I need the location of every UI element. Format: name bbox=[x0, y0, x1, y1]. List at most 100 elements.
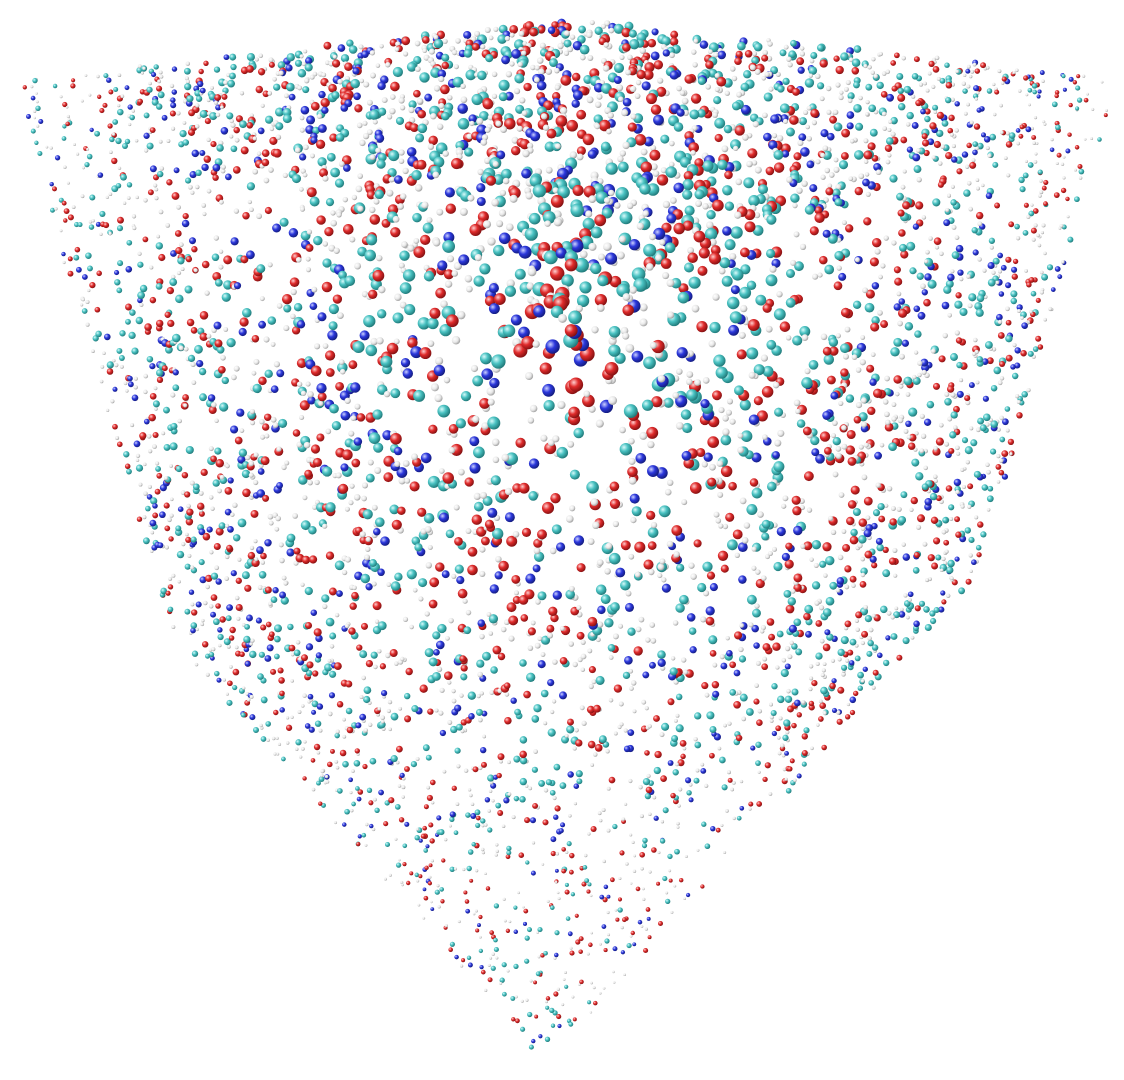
hydrogen-atom bbox=[534, 642, 541, 649]
oxygen-atom bbox=[184, 491, 191, 498]
hydrogen-atom bbox=[1062, 155, 1066, 159]
nitrogen-atom bbox=[210, 611, 217, 618]
carbon-atom bbox=[363, 315, 376, 328]
hydrogen-atom bbox=[835, 452, 842, 460]
hydrogen-atom bbox=[408, 106, 415, 114]
hydrogen-atom bbox=[844, 326, 851, 333]
hydrogen-atom bbox=[867, 64, 872, 70]
carbon-atom bbox=[30, 128, 36, 134]
nitrogen-atom bbox=[768, 140, 778, 150]
carbon-atom bbox=[550, 1023, 556, 1028]
hydrogen-atom bbox=[545, 68, 553, 75]
carbon-atom bbox=[77, 222, 83, 228]
hydrogen-atom bbox=[444, 924, 448, 928]
carbon-atom bbox=[369, 757, 377, 765]
hydrogen-atom bbox=[555, 852, 560, 856]
carbon-atom bbox=[858, 535, 867, 544]
carbon-atom bbox=[1022, 172, 1029, 179]
nitrogen-atom bbox=[317, 124, 327, 133]
oxygen-atom bbox=[67, 270, 74, 277]
hydrogen-atom bbox=[769, 714, 775, 720]
nitrogen-atom bbox=[441, 570, 450, 579]
carbon-atom bbox=[390, 388, 401, 399]
oxygen-atom bbox=[689, 482, 702, 494]
carbon-atom bbox=[417, 317, 431, 330]
hydrogen-atom bbox=[580, 639, 586, 645]
nitrogen-atom bbox=[476, 124, 488, 136]
hydrogen-atom bbox=[467, 194, 475, 202]
carbon-atom bbox=[880, 605, 888, 614]
hydrogen-atom bbox=[801, 700, 806, 705]
carbon-atom bbox=[528, 212, 541, 225]
oxygen-atom bbox=[998, 469, 1005, 476]
oxygen-atom bbox=[251, 334, 260, 343]
nitrogen-atom bbox=[920, 108, 926, 115]
oxygen-atom bbox=[728, 481, 737, 491]
carbon-atom bbox=[777, 85, 785, 93]
oxygen-atom bbox=[323, 41, 332, 50]
hydrogen-atom bbox=[914, 431, 919, 436]
hydrogen-atom bbox=[111, 132, 116, 136]
carbon-atom bbox=[490, 965, 496, 971]
carbon-atom bbox=[487, 416, 501, 430]
oxygen-atom bbox=[935, 437, 944, 446]
hydrogen-atom bbox=[672, 392, 680, 399]
hydrogen-atom bbox=[950, 269, 955, 274]
hydrogen-atom bbox=[206, 333, 212, 339]
hydrogen-atom bbox=[302, 693, 307, 698]
hydrogen-atom bbox=[370, 72, 376, 79]
hydrogen-atom bbox=[430, 900, 433, 904]
hydrogen-atom bbox=[299, 414, 305, 421]
carbon-atom bbox=[153, 64, 159, 70]
hydrogen-atom bbox=[995, 280, 1000, 285]
oxygen-atom bbox=[356, 644, 363, 651]
hydrogen-atom bbox=[754, 683, 759, 688]
hydrogen-atom bbox=[727, 770, 731, 775]
hydrogen-atom bbox=[399, 105, 406, 111]
hydrogen-atom bbox=[959, 277, 964, 282]
hydrogen-atom bbox=[249, 694, 254, 699]
nitrogen-atom bbox=[923, 418, 932, 426]
oxygen-atom bbox=[684, 74, 694, 84]
nitrogen-atom bbox=[632, 942, 637, 947]
hydrogen-atom bbox=[178, 242, 184, 248]
carbon-atom bbox=[230, 145, 238, 153]
carbon-atom bbox=[715, 366, 728, 379]
oxygen-atom bbox=[910, 496, 918, 505]
oxygen-atom bbox=[556, 1014, 562, 1020]
nitrogen-atom bbox=[197, 80, 204, 88]
nitrogen-atom bbox=[940, 590, 946, 596]
hydrogen-atom bbox=[858, 173, 865, 180]
carbon-atom bbox=[975, 308, 984, 317]
hydrogen-atom bbox=[787, 654, 793, 660]
nitrogen-atom bbox=[328, 692, 336, 699]
hydrogen-atom bbox=[1043, 122, 1047, 126]
oxygen-atom bbox=[724, 170, 733, 180]
oxygen-atom bbox=[299, 400, 310, 411]
oxygen-atom bbox=[461, 958, 466, 963]
oxygen-atom bbox=[191, 609, 198, 616]
nitrogen-atom bbox=[354, 571, 363, 581]
carbon-atom bbox=[950, 353, 958, 361]
carbon-atom bbox=[819, 560, 827, 568]
oxygen-atom bbox=[167, 584, 174, 590]
hydrogen-atom bbox=[734, 211, 742, 219]
carbon-atom bbox=[607, 644, 616, 652]
hydrogen-atom bbox=[955, 489, 960, 495]
oxygen-atom bbox=[428, 863, 433, 868]
hydrogen-atom bbox=[795, 408, 801, 415]
carbon-atom bbox=[927, 279, 937, 289]
carbon-atom bbox=[914, 330, 922, 338]
carbon-atom bbox=[660, 134, 670, 144]
oxygen-atom bbox=[891, 85, 898, 92]
carbon-atom bbox=[241, 571, 250, 580]
oxygen-atom bbox=[505, 928, 511, 933]
hydrogen-atom bbox=[478, 717, 483, 723]
oxygen-atom bbox=[945, 485, 953, 492]
hydrogen-atom bbox=[373, 198, 380, 205]
hydrogen-atom bbox=[786, 176, 793, 183]
hydrogen-atom bbox=[398, 477, 406, 485]
oxygen-atom bbox=[224, 487, 233, 495]
hydrogen-atom bbox=[934, 55, 940, 61]
